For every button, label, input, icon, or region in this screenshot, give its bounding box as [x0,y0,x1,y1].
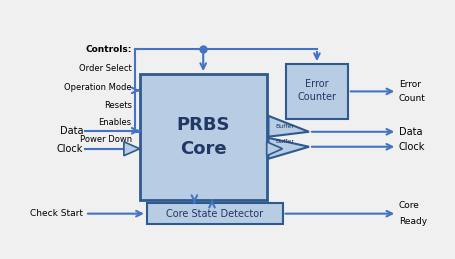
Text: Order Select: Order Select [79,64,131,74]
Text: Clock: Clock [399,142,425,152]
Text: Clock: Clock [57,144,83,154]
Text: Data: Data [60,126,83,136]
Text: PRBS: PRBS [177,116,230,134]
Text: Core: Core [399,201,420,210]
Text: Data: Data [399,127,422,137]
Text: Enables: Enables [98,118,131,127]
FancyBboxPatch shape [140,74,267,200]
Text: Counter: Counter [298,92,336,102]
Text: Check Start: Check Start [30,209,83,218]
Text: Controls:: Controls: [85,45,131,54]
Text: Buffer: Buffer [276,124,295,129]
Text: Resets: Resets [104,101,131,110]
Polygon shape [268,116,309,137]
Text: Operation Mode: Operation Mode [64,83,131,92]
Text: Ready: Ready [399,217,427,226]
Text: Count: Count [399,94,426,103]
Polygon shape [268,138,309,159]
Polygon shape [267,142,283,156]
Polygon shape [124,142,140,156]
Text: Power Down: Power Down [80,135,131,144]
FancyBboxPatch shape [147,203,283,224]
Text: Error: Error [399,80,421,89]
Text: Core: Core [180,140,227,158]
Text: Core State Detector: Core State Detector [166,209,263,219]
Text: Error: Error [305,80,329,89]
Text: Buffer: Buffer [276,139,295,144]
FancyBboxPatch shape [286,64,348,119]
